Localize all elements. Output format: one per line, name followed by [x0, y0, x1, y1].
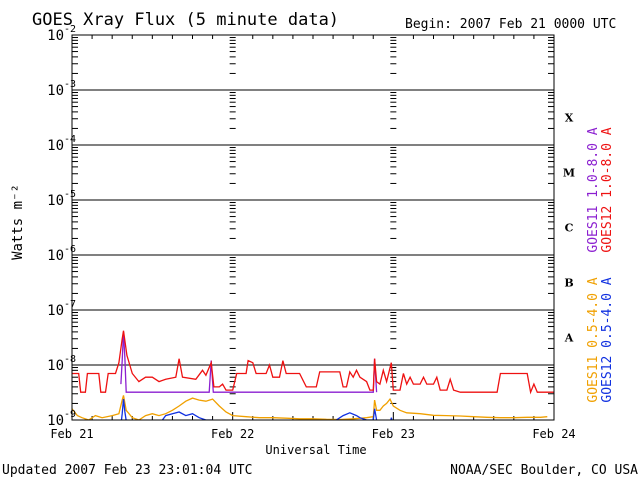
plot-frame [71, 34, 555, 421]
grid-lines [72, 89, 554, 366]
series-line-4 [120, 399, 393, 420]
series-layer [72, 330, 554, 420]
x-tick-label: Feb 21 [50, 427, 93, 441]
begin-time: Begin: 2007 Feb 21 0000 UTC [405, 17, 616, 32]
axis-ticks [71, 34, 555, 420]
y-tick-label: 10 [47, 83, 64, 99]
y-tick-label: 10 [47, 303, 64, 319]
x-tick-label: Feb 24 [532, 427, 575, 441]
y-tick-exponent: -5 [64, 189, 76, 200]
flare-class-label: C [565, 222, 574, 235]
y-tick-labels: 10-210-310-410-510-610-710-810-9 [47, 24, 76, 429]
legend-entry-2: GOES12 1.0-8.0 A [600, 127, 615, 252]
legend: GOES11 1.0-8.0 A GOES12 1.0-8.0 A GOES11 0… [586, 127, 615, 402]
flare-class-label: B [564, 277, 573, 290]
flare-class-label: A [564, 332, 574, 345]
data-source: NOAA/SEC Boulder, CO USA [450, 463, 638, 478]
series-line-3 [72, 395, 548, 420]
chart-title: GOES Xray Flux (5 minute data) [32, 10, 339, 30]
y-tick-label: 10 [47, 413, 64, 429]
flare-class-label: X [565, 112, 574, 125]
x-axis-label: Universal Time [265, 443, 366, 457]
legend-entry-1: GOES11 1.0-8.0 A [586, 127, 601, 252]
y-tick-exponent: -2 [64, 24, 76, 35]
x-tick-label: Feb 22 [211, 427, 254, 441]
y-tick-exponent: -9 [64, 409, 76, 420]
legend-entry-3: GOES11 0.5-4.0 A [586, 277, 601, 402]
series-line-2 [72, 330, 554, 395]
y-tick-exponent: -8 [64, 354, 76, 365]
updated-timestamp: Updated 2007 Feb 23 23:01:04 UTC [2, 463, 252, 478]
y-tick-label: 10 [47, 358, 64, 374]
y-tick-label: 10 [47, 138, 64, 154]
y-tick-exponent: -3 [64, 79, 76, 90]
y-tick-exponent: -4 [64, 134, 76, 145]
y-tick-label: 10 [47, 28, 64, 44]
y-tick-exponent: -7 [64, 299, 76, 310]
x-tick-labels: Feb 21 Feb 22 Feb 23 Feb 24 [50, 427, 575, 441]
y-tick-label: 10 [47, 248, 64, 264]
y-tick-exponent: -6 [64, 244, 76, 255]
legend-entry-4: GOES12 0.5-4.0 A [600, 277, 615, 402]
flare-class-labels: X M C B A [563, 112, 575, 345]
y-axis-label: Watts m⁻² [10, 184, 26, 260]
x-tick-label: Feb 23 [372, 427, 415, 441]
y-tick-label: 10 [47, 193, 64, 209]
flare-class-label: M [563, 167, 575, 180]
